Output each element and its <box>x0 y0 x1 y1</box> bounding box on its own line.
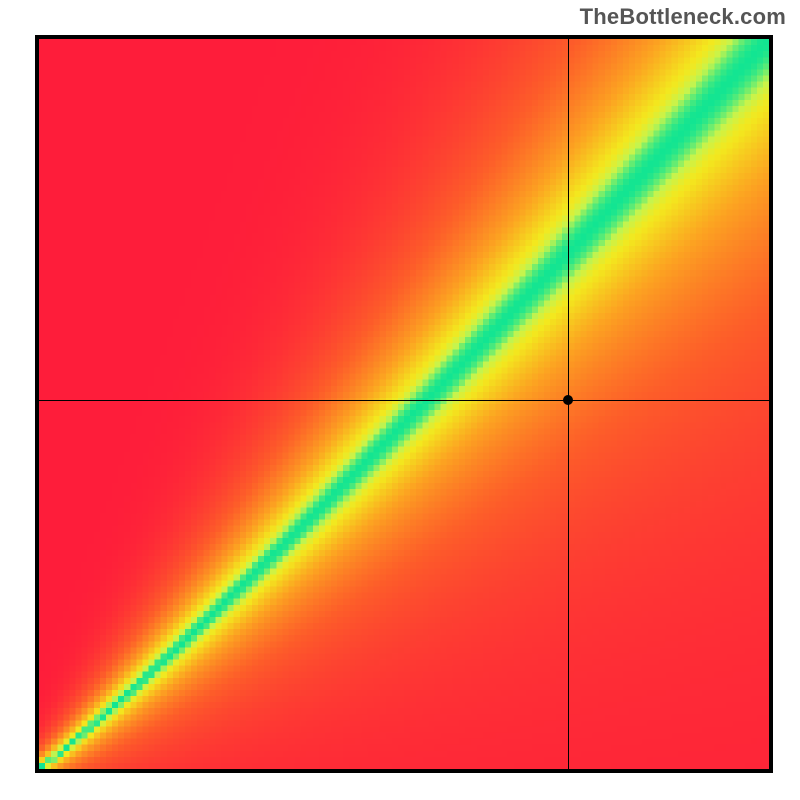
crosshair-horizontal <box>39 400 769 401</box>
plot-area <box>35 35 773 773</box>
figure-container: TheBottleneck.com <box>0 0 800 800</box>
crosshair-marker-dot <box>563 395 573 405</box>
watermark-text: TheBottleneck.com <box>580 4 786 30</box>
heatmap-canvas <box>39 39 769 769</box>
